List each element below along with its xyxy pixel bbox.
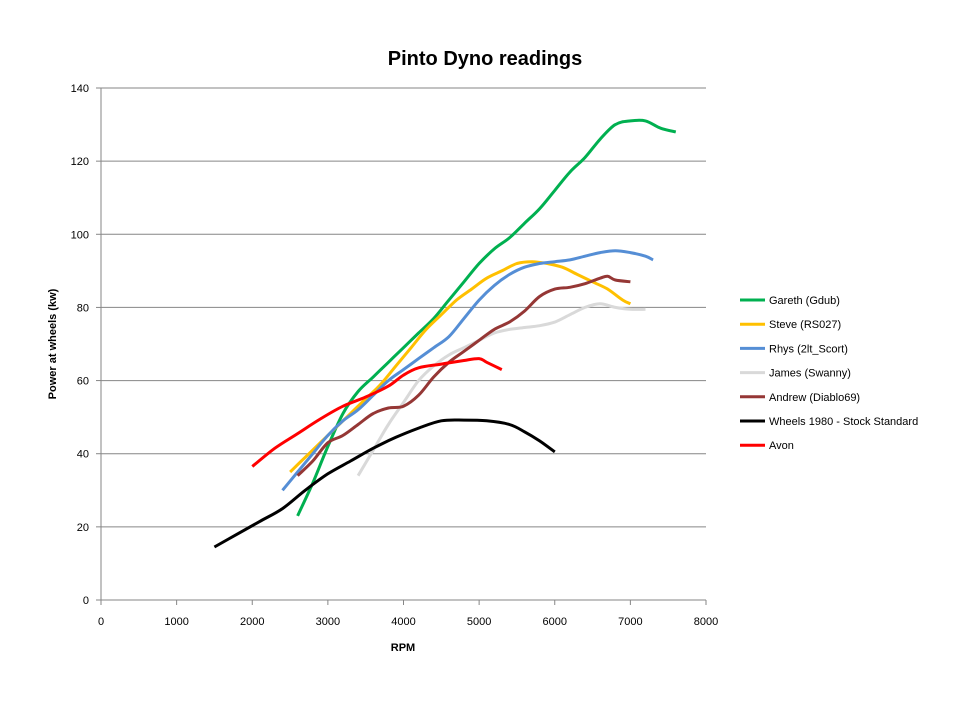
x-tick-label: 5000 <box>467 616 491 628</box>
series-lines <box>213 118 677 549</box>
legend-label-andrew-diablo69: Andrew (Diablo69) <box>769 392 860 404</box>
legend-label-james-swanny: James (Swanny) <box>769 368 851 380</box>
legend-label-steve-rs027: Steve (RS027) <box>769 319 841 331</box>
series-line-avon <box>251 357 503 468</box>
x-tick-label: 0 <box>98 616 104 628</box>
x-tick-label: 6000 <box>543 616 567 628</box>
x-tick-label: 4000 <box>391 616 415 628</box>
grid <box>101 87 706 528</box>
y-tick-label: 100 <box>71 229 89 241</box>
y-tick-label: 140 <box>71 83 89 95</box>
legend-label-rhys-2lt-scort: Rhys (2lt_Scort) <box>769 343 848 355</box>
x-tick-label: 7000 <box>618 616 642 628</box>
tick-labels: 0 20 40 60 80 100 120 140 0 1000 2000 3000 4000 5000 6… <box>71 83 719 628</box>
x-tick-label: 8000 <box>694 616 718 628</box>
series-line-andrew-diablo69 <box>296 274 631 477</box>
x-tick-label: 2000 <box>240 616 264 628</box>
legend-label-avon: Avon <box>769 440 794 452</box>
legend-label-gareth-gdub: Gareth (Gdub) <box>769 295 840 307</box>
series-line-james-swanny <box>356 302 646 477</box>
y-tick-label: 40 <box>77 449 89 461</box>
y-tick-label: 20 <box>77 522 89 534</box>
y-tick-label: 0 <box>83 595 89 607</box>
chart-title: Pinto Dyno readings <box>388 48 582 70</box>
legend: Gareth (Gdub) Steve (RS027) Rhys (2lt_Scor… <box>740 295 918 452</box>
series-line-steve-rs027 <box>289 260 632 474</box>
y-axis-title: Power at wheels (kw) <box>47 288 59 399</box>
y-tick-label: 120 <box>71 156 89 168</box>
legend-label-wheels-1980-stock-standard: Wheels 1980 - Stock Standard <box>769 416 918 428</box>
y-tick-label: 80 <box>77 302 89 314</box>
series-line-wheels-1980-stock-standard <box>213 418 556 549</box>
x-tick-label: 1000 <box>164 616 188 628</box>
x-axis-title: RPM <box>391 642 415 654</box>
series-line-gareth-gdub <box>296 118 677 517</box>
series-line-rhys-2lt-scort <box>281 249 654 492</box>
x-tick-label: 3000 <box>316 616 340 628</box>
axes <box>96 87 707 605</box>
y-tick-label: 60 <box>77 376 89 388</box>
